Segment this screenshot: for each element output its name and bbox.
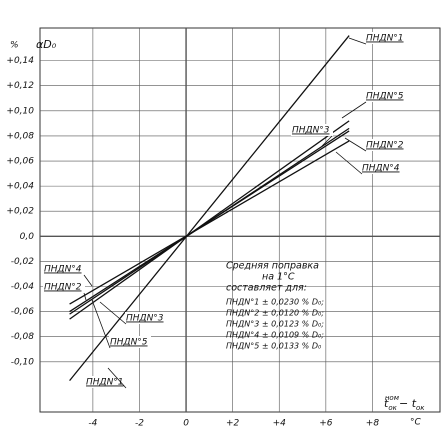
series-label: ПНДN°1	[86, 378, 124, 388]
x-unit: °C	[410, 418, 422, 428]
y-tick-label: +0,02	[6, 207, 34, 217]
note-title: на 1°С	[262, 272, 295, 283]
series-label: ПНДN°2	[44, 283, 82, 293]
y-tick-label: -0,08	[11, 332, 35, 342]
y-tick-label: +0,04	[6, 182, 34, 192]
leader-line	[321, 135, 333, 147]
series-label: ПНДN°4	[362, 164, 400, 174]
y-tick-label: +0,08	[6, 131, 34, 141]
y-tick-label: -0,06	[11, 307, 35, 317]
y-tick-label: -0,04	[11, 282, 35, 292]
label-bg	[365, 90, 407, 102]
series-line	[69, 140, 350, 305]
series-label: ПНДN°5	[366, 92, 404, 102]
label-bg	[291, 124, 333, 136]
series-label: ПНДN°4	[44, 265, 82, 275]
y-tick-label: +0,06	[6, 157, 34, 167]
y-unit: %	[10, 41, 19, 51]
leader-line	[99, 301, 127, 325]
leader-line	[335, 151, 363, 175]
label-bg	[361, 162, 403, 174]
y-tick-label: -0,02	[11, 257, 35, 267]
x-tick-label: 0	[183, 419, 189, 429]
x-label: tокном− tок	[384, 394, 425, 412]
leader-line	[348, 37, 367, 45]
leader-line	[344, 137, 367, 152]
leader-line	[83, 274, 93, 287]
label-bg	[125, 312, 167, 324]
note-line: ПНДN°2 ± 0,0120 % D₀;	[226, 309, 324, 318]
series-label: ПНДN°2	[366, 141, 404, 151]
label-bg	[43, 263, 85, 275]
x-tick-label: +2	[226, 419, 240, 429]
y-tick-label: +0,12	[6, 81, 34, 91]
note-box	[222, 258, 334, 358]
note-title: Средняя поправка	[226, 261, 319, 272]
x-label-part: ок	[416, 404, 425, 412]
x-label-part: − t	[399, 397, 417, 410]
series-label: ПНДN°3	[292, 126, 330, 136]
series-label: ПНДN°1	[366, 34, 404, 44]
series-line	[69, 35, 350, 382]
series-label: ПНДN°3	[126, 314, 164, 324]
x-label-part: ок	[388, 404, 397, 412]
note-line: ПНДN°1 ± 0,0230 % D₀;	[226, 298, 324, 307]
leader-line	[91, 299, 111, 349]
label-bg	[43, 281, 85, 293]
x-tick-label: +8	[366, 419, 380, 429]
x-label-part: ном	[385, 394, 400, 402]
label-bg	[85, 376, 127, 388]
x-tick-label: +6	[319, 419, 333, 429]
note-line: ПНДN°5 ± 0,0133 % D₀	[226, 342, 322, 351]
label-bg	[365, 32, 407, 44]
series-label: ПНДN°5	[110, 338, 148, 348]
leader-line	[341, 101, 367, 119]
leader-line	[83, 292, 87, 301]
label-bg	[365, 139, 407, 151]
plot-frame	[39, 27, 441, 413]
series-line	[69, 130, 350, 313]
x-tick-label: -2	[135, 419, 144, 429]
x-tick-label: +4	[273, 419, 287, 429]
note-title: составляет для:	[226, 283, 307, 294]
series-line	[69, 120, 350, 320]
y-tick-label: -0,10	[11, 357, 35, 367]
note-line: ПНДN°3 ± 0,0123 % D₀;	[226, 320, 324, 329]
y-label: αD₀	[36, 38, 57, 51]
y-tick-label: 0,0	[20, 232, 35, 242]
y-tick-label: +0,14	[6, 56, 34, 66]
x-tick-label: -4	[88, 419, 97, 429]
note-line: ПНДN°4 ± 0,0109 % D₀;	[226, 331, 324, 340]
label-bg	[109, 336, 151, 348]
leader-line	[107, 367, 127, 389]
x-label-part: t	[384, 397, 389, 410]
y-tick-label: +0,10	[6, 106, 34, 116]
